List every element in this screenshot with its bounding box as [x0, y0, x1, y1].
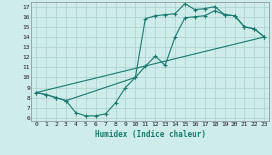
X-axis label: Humidex (Indice chaleur): Humidex (Indice chaleur) — [95, 130, 206, 139]
